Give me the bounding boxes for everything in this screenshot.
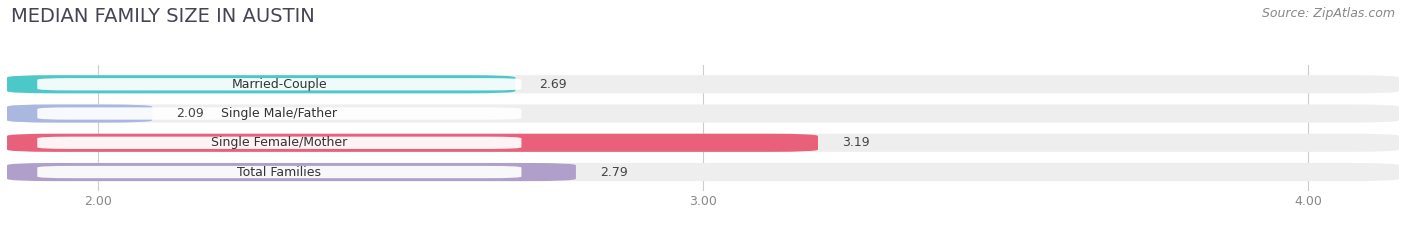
- Text: Married-Couple: Married-Couple: [232, 78, 328, 91]
- FancyBboxPatch shape: [7, 134, 818, 152]
- FancyBboxPatch shape: [38, 137, 522, 149]
- FancyBboxPatch shape: [7, 75, 1399, 93]
- FancyBboxPatch shape: [38, 78, 522, 90]
- FancyBboxPatch shape: [7, 134, 1399, 152]
- Text: 2.79: 2.79: [600, 165, 628, 178]
- FancyBboxPatch shape: [7, 163, 576, 181]
- Text: MEDIAN FAMILY SIZE IN AUSTIN: MEDIAN FAMILY SIZE IN AUSTIN: [11, 7, 315, 26]
- Text: 3.19: 3.19: [842, 136, 870, 149]
- FancyBboxPatch shape: [7, 163, 1399, 181]
- Text: Total Families: Total Families: [238, 165, 322, 178]
- Text: Source: ZipAtlas.com: Source: ZipAtlas.com: [1261, 7, 1395, 20]
- FancyBboxPatch shape: [38, 166, 522, 178]
- Text: 2.09: 2.09: [177, 107, 204, 120]
- FancyBboxPatch shape: [38, 107, 522, 120]
- Text: Single Male/Father: Single Male/Father: [221, 107, 337, 120]
- FancyBboxPatch shape: [7, 75, 516, 93]
- Text: Single Female/Mother: Single Female/Mother: [211, 136, 347, 149]
- FancyBboxPatch shape: [7, 104, 152, 123]
- FancyBboxPatch shape: [7, 104, 1399, 123]
- Text: 2.69: 2.69: [540, 78, 567, 91]
